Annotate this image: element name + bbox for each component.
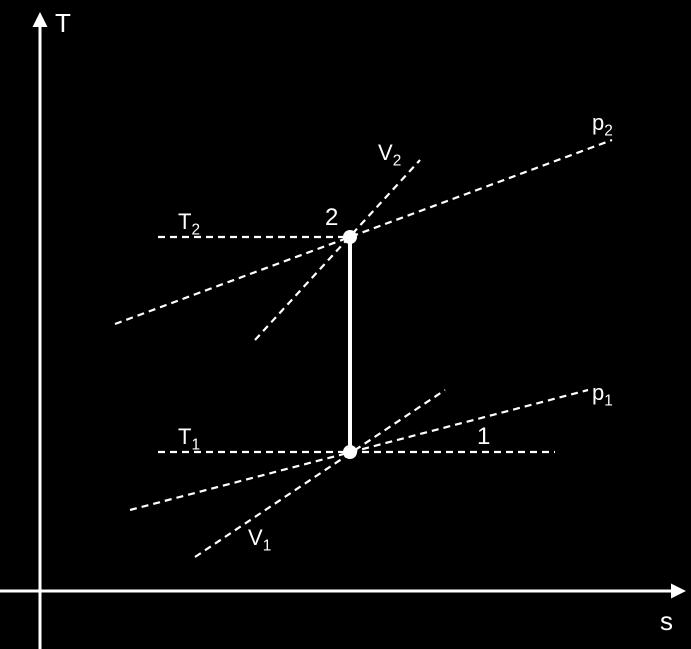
- x-axis-label: s: [660, 606, 673, 636]
- y-axis-label: T: [55, 8, 71, 38]
- iso-label-T2: T2: [178, 209, 200, 239]
- iso-label-p2: p2: [592, 110, 613, 140]
- state-point-2: [343, 230, 357, 244]
- iso-label-V2: V2: [378, 140, 401, 170]
- state-point-label-2: 2: [325, 204, 338, 231]
- state-point-label-1: 1: [477, 423, 490, 450]
- iso-line-V2: [255, 160, 420, 340]
- state-point-1: [343, 445, 357, 459]
- iso-label-p1: p1: [592, 380, 613, 410]
- iso-line-V1: [195, 390, 445, 557]
- iso-label-T1: T1: [178, 424, 200, 454]
- iso-label-V1: V1: [248, 525, 271, 555]
